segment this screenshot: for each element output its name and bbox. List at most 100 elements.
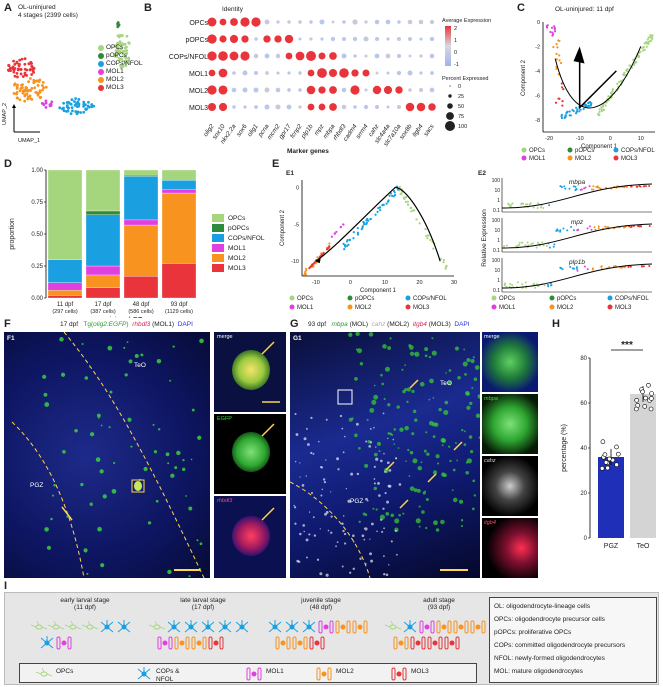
mbpa-signal bbox=[460, 525, 463, 528]
e2-point bbox=[521, 283, 524, 286]
myelin-sheath bbox=[191, 636, 196, 650]
traj-point bbox=[361, 225, 364, 228]
f-tg-2: olig2:EGFP bbox=[93, 321, 127, 328]
cell-body bbox=[153, 624, 161, 630]
e2-point bbox=[521, 241, 524, 244]
cahz-signal bbox=[330, 491, 332, 493]
traj-point bbox=[356, 231, 360, 234]
egfp-cell bbox=[97, 417, 100, 419]
traj-point bbox=[310, 264, 313, 267]
panel-d-label: D bbox=[4, 158, 12, 170]
egfp-cell bbox=[102, 494, 107, 499]
traj-point bbox=[556, 46, 559, 49]
dotplot-dot bbox=[341, 87, 347, 93]
data-point bbox=[599, 466, 605, 471]
legend-swatch bbox=[347, 295, 353, 301]
stacked-bar-segment bbox=[47, 295, 83, 299]
traj-point bbox=[633, 63, 636, 66]
mbpa-signal bbox=[454, 346, 460, 351]
dotplot-dot bbox=[219, 35, 227, 43]
dotplot-dot bbox=[408, 37, 412, 41]
dotplot-dot bbox=[317, 68, 327, 78]
dotplot-dot bbox=[342, 20, 346, 24]
legend-swatch bbox=[567, 147, 573, 153]
traj-point bbox=[638, 51, 641, 54]
legend-label: OPCs bbox=[499, 296, 515, 302]
umap-point bbox=[124, 64, 128, 68]
cahz-signal bbox=[382, 507, 385, 510]
pct-legend-dot bbox=[449, 85, 451, 87]
data-point bbox=[634, 397, 639, 403]
e2-point bbox=[599, 187, 602, 190]
cahz-signal bbox=[343, 532, 347, 536]
y-tick: 1.00 bbox=[31, 168, 43, 174]
mbpa-signal bbox=[356, 348, 362, 354]
e2-point bbox=[630, 185, 633, 188]
mbpa-signal bbox=[387, 432, 391, 435]
cahz-signal bbox=[325, 573, 329, 577]
cahz-signal bbox=[318, 440, 320, 443]
e2-point bbox=[629, 265, 632, 268]
dotplot-dot bbox=[352, 36, 358, 42]
umap-point bbox=[66, 107, 70, 110]
arrow-marker bbox=[409, 379, 419, 389]
umap-point bbox=[8, 66, 12, 70]
umap-point bbox=[118, 40, 122, 43]
cell-body bbox=[69, 624, 77, 630]
cahz-signal bbox=[310, 491, 314, 495]
cell-body bbox=[458, 624, 464, 630]
traj-point bbox=[333, 232, 337, 235]
stage-cells bbox=[30, 620, 131, 650]
e2-point bbox=[625, 185, 628, 188]
y-tick: 0.50 bbox=[31, 232, 43, 238]
cahz-signal bbox=[383, 452, 385, 455]
traj-point bbox=[560, 82, 563, 85]
egfp-cell bbox=[167, 462, 170, 465]
arrow-marker bbox=[385, 461, 395, 471]
egfp-cell bbox=[197, 435, 202, 440]
umap-point bbox=[37, 80, 41, 83]
e2-point bbox=[508, 285, 511, 288]
umap-point bbox=[67, 100, 70, 104]
mbpa-signal bbox=[466, 357, 471, 363]
legend-label: OPCs bbox=[106, 44, 124, 51]
myelin-sheath bbox=[157, 636, 162, 650]
x-tick-label: 11 dpf bbox=[57, 302, 74, 308]
cahz-signal bbox=[294, 413, 297, 416]
traj-point bbox=[645, 42, 649, 45]
e2-point bbox=[543, 284, 546, 287]
traj-point bbox=[645, 45, 648, 48]
dotplot-dot bbox=[319, 19, 325, 25]
egfp-cell bbox=[89, 432, 95, 437]
dotplot-dot bbox=[264, 87, 270, 93]
e2-point bbox=[556, 229, 559, 232]
mol3-cell bbox=[309, 636, 325, 650]
traj-point bbox=[304, 270, 307, 274]
dotplot-dot bbox=[253, 70, 259, 76]
cahz-signal bbox=[383, 572, 386, 576]
e2-point bbox=[591, 267, 594, 270]
dotplot-dot bbox=[329, 103, 337, 111]
egfp-cell bbox=[100, 563, 105, 568]
e2-label: E2 bbox=[478, 170, 486, 177]
panel-a-subtitle: 4 stages (2399 cells) bbox=[18, 12, 78, 19]
myelin-sheath bbox=[419, 620, 424, 634]
cops-nfol-cell bbox=[302, 620, 316, 633]
g-mol3: (MOL3) bbox=[426, 321, 451, 328]
egfp-cell bbox=[123, 346, 126, 349]
legend-swatch bbox=[521, 147, 527, 153]
dotplot-row-label: pOPCs bbox=[185, 37, 208, 44]
glossary-entry: NFOL: newly-formed oligodendrocytes bbox=[494, 655, 605, 662]
traj-point bbox=[559, 61, 563, 65]
umap-point bbox=[7, 63, 11, 67]
mbpa-signal bbox=[417, 465, 423, 471]
dotplot-dot bbox=[240, 17, 250, 27]
egfp-cell bbox=[43, 392, 48, 397]
traj-point bbox=[396, 188, 400, 191]
mbpa-signal bbox=[466, 458, 472, 464]
umap-point bbox=[28, 94, 32, 98]
myelin-sheath bbox=[464, 620, 469, 634]
f-inset-rhbdl3-label: rhbdl3 bbox=[217, 498, 233, 504]
e2-point bbox=[596, 186, 599, 189]
mbpa-signal bbox=[412, 458, 418, 464]
